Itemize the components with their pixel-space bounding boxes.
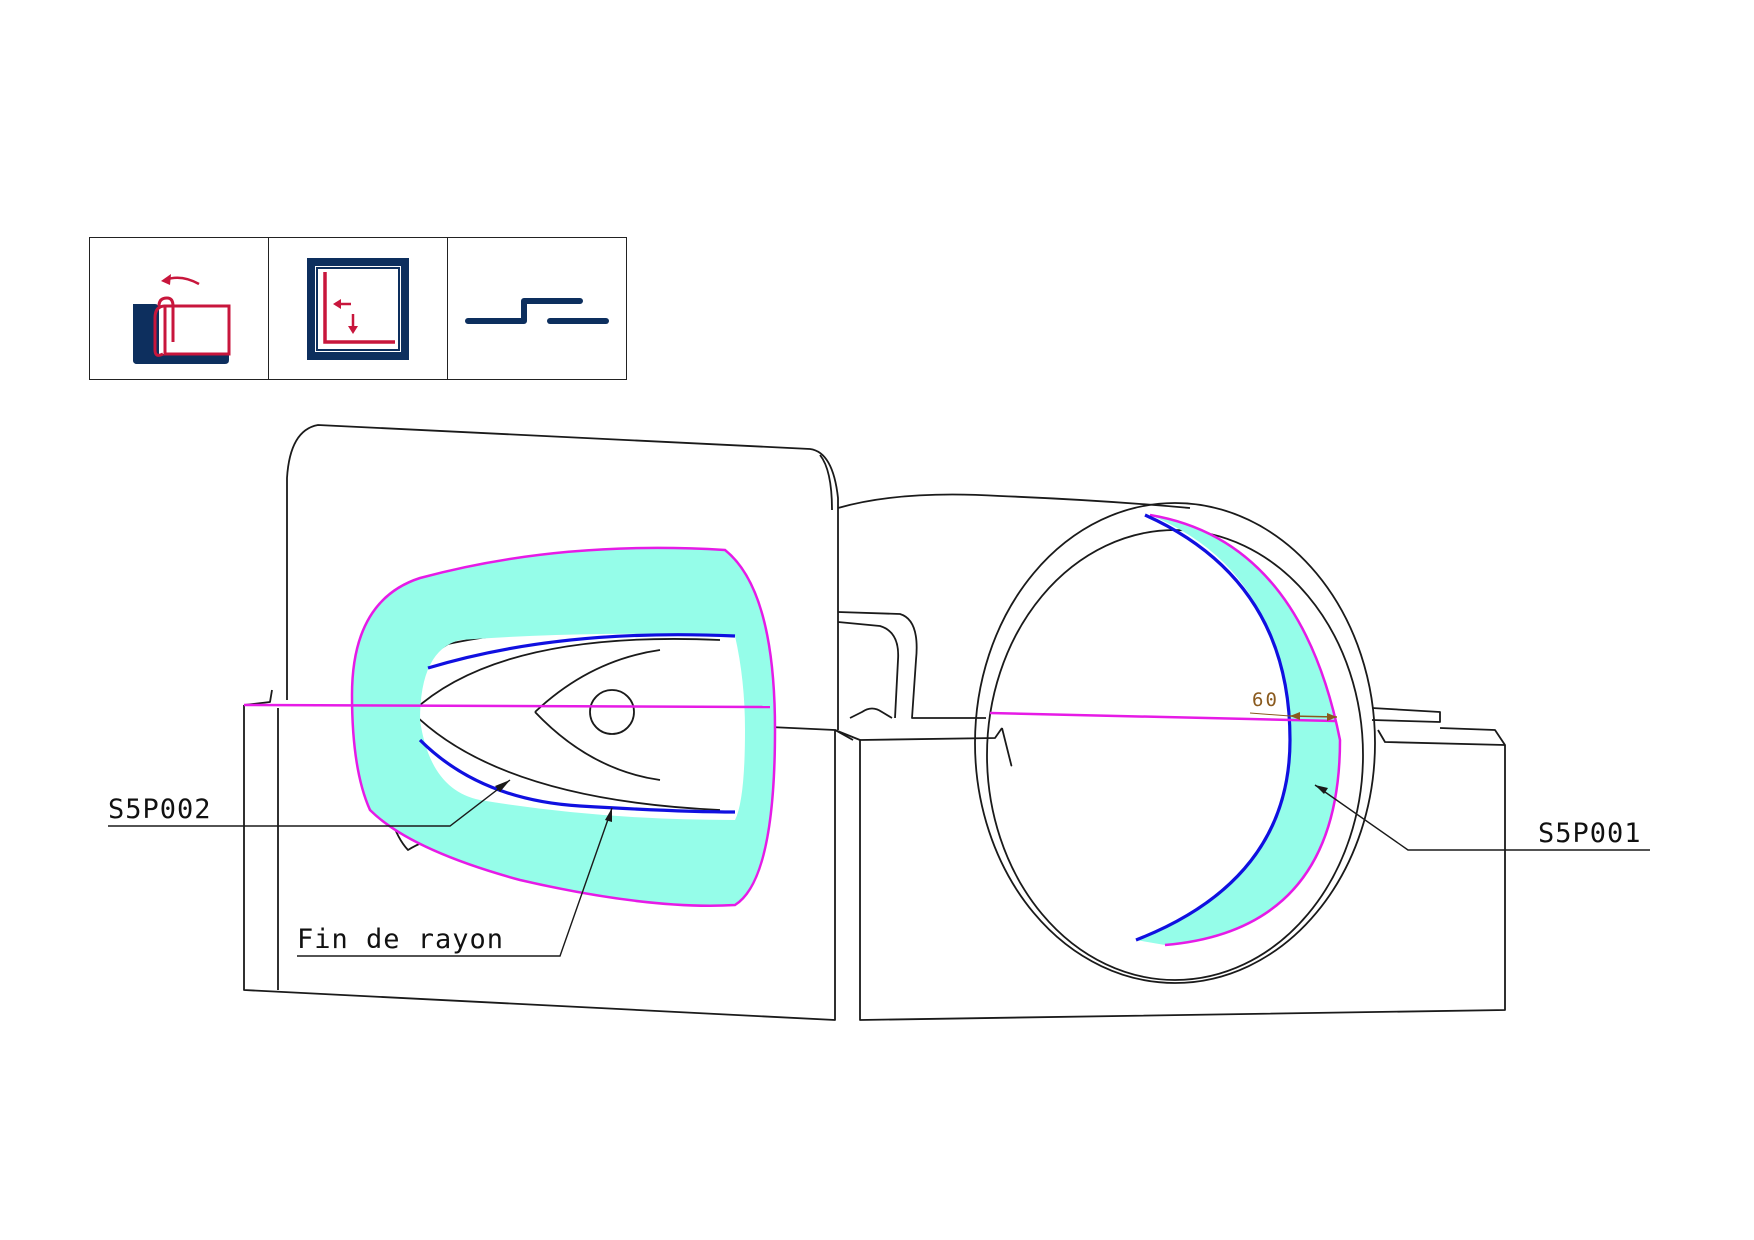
surface-s5p001 — [1136, 513, 1342, 947]
label-s5p001: S5P001 — [1538, 818, 1642, 849]
label-s5p002: S5P002 — [108, 794, 212, 825]
toolbar-cell-hem[interactable] — [90, 238, 269, 379]
callout-arrowheads — [495, 780, 1328, 822]
dimension-value: 60 — [1252, 689, 1279, 711]
icon-toolbar — [89, 237, 627, 380]
surface-s5p002 — [350, 546, 777, 907]
hem-fold-icon — [133, 273, 231, 364]
edge-lines — [418, 513, 1292, 942]
centre-line — [243, 703, 1336, 723]
joggle-step-icon — [465, 297, 609, 324]
toolbar-cell-joggle[interactable] — [448, 238, 626, 379]
dimension-60: 60 — [1249, 689, 1338, 721]
toolbar-cell-flange[interactable] — [269, 238, 448, 379]
callout-leaders — [108, 779, 1650, 957]
label-fin-de-rayon: Fin de rayon — [297, 924, 504, 955]
flange-corner-icon — [307, 257, 409, 360]
